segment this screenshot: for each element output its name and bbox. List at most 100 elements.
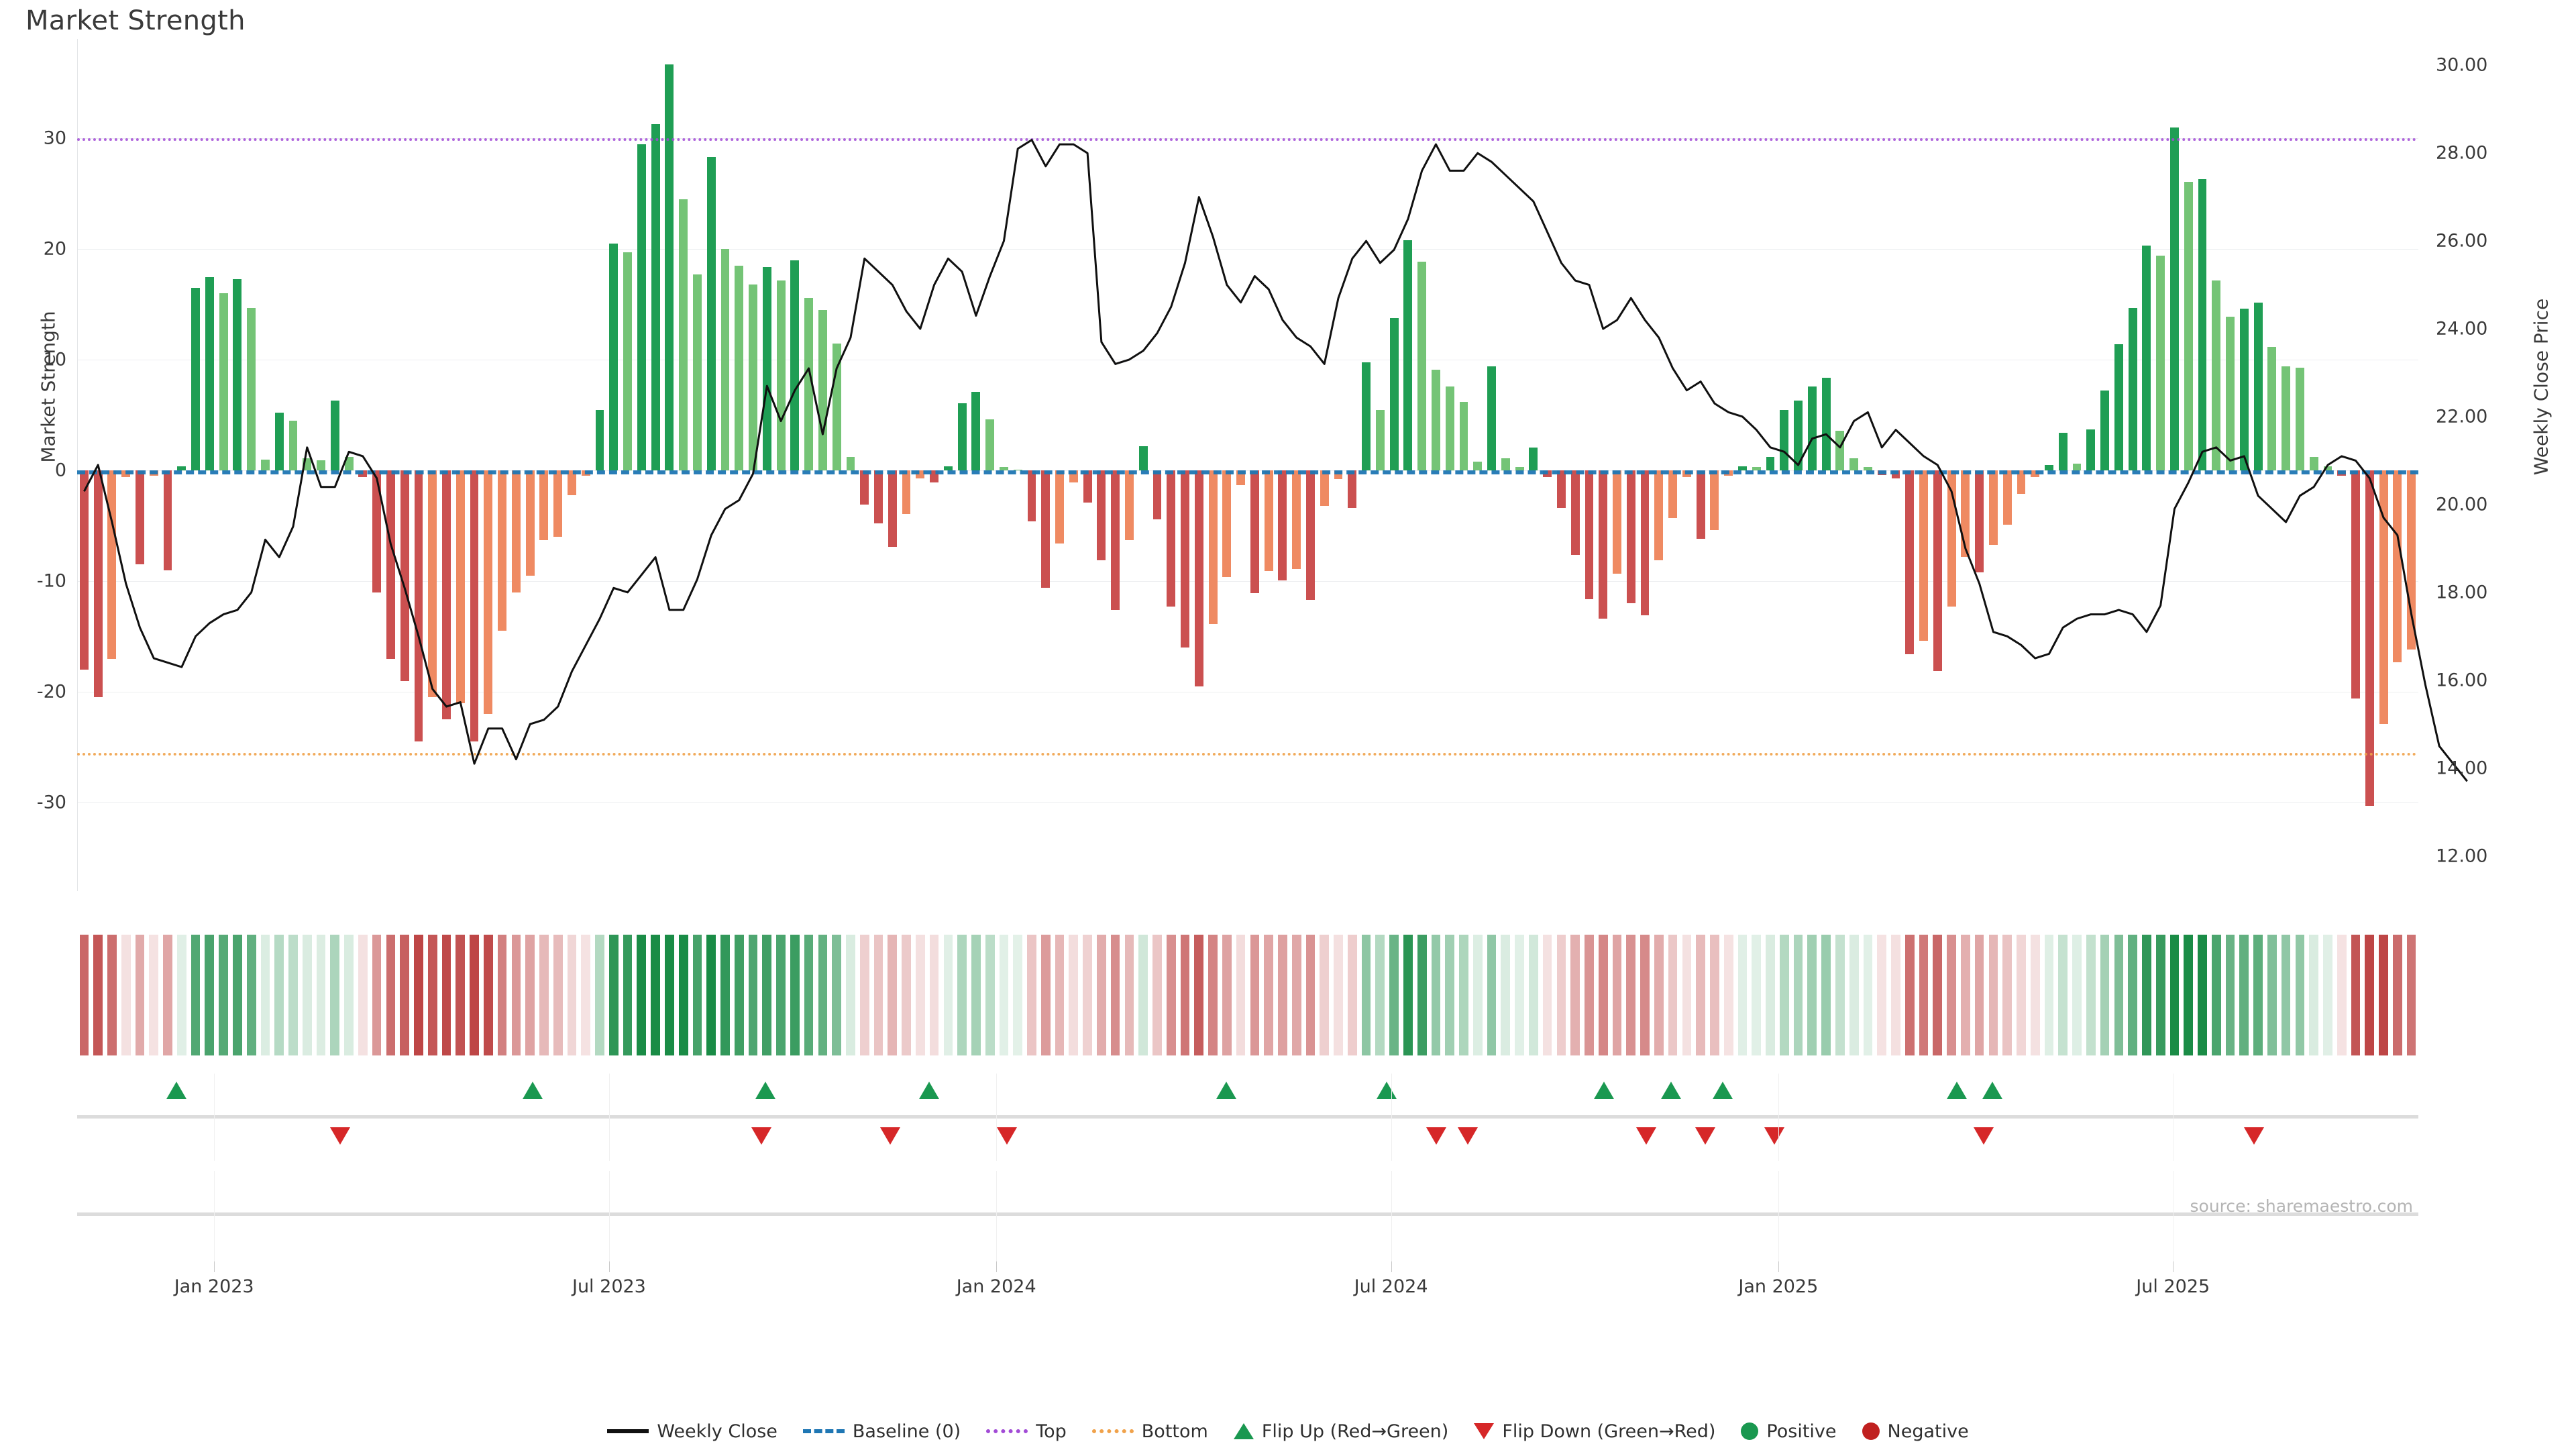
x-gridline	[1778, 1074, 1779, 1161]
x-axis-tick-mark	[1778, 1261, 1779, 1272]
x-gridline	[608, 1171, 610, 1261]
heatmap-cell	[2155, 935, 2165, 1055]
heatmap-cell	[1069, 935, 1079, 1055]
heatmap-cell	[1208, 935, 1218, 1055]
x-axis-tick-label: Jan 2025	[1738, 1276, 1819, 1297]
strength-bar	[79, 470, 89, 670]
gridline	[77, 802, 2418, 804]
x-gridline	[996, 1171, 998, 1261]
strength-bar	[344, 457, 354, 471]
heatmap-cell	[1654, 935, 1664, 1055]
heatmap-cell	[915, 935, 925, 1055]
strength-bar	[790, 260, 800, 471]
strength-bar	[1626, 470, 1635, 604]
heatmap-cell	[372, 935, 382, 1055]
y-axis-right-tick-label: 12.00	[2436, 845, 2488, 867]
flip-up-marker	[1713, 1082, 1733, 1099]
heatmap-cell	[1585, 935, 1594, 1055]
heatmap-cell	[1696, 935, 1705, 1055]
strength-bar	[553, 470, 563, 537]
flip-up-marker	[1660, 1082, 1681, 1099]
strength-bar	[1432, 370, 1440, 471]
heatmap-cell	[1055, 935, 1065, 1055]
flip-up-marker	[1216, 1082, 1236, 1099]
heatmap-cell	[1723, 935, 1733, 1055]
strength-bar	[2309, 457, 2318, 471]
legend-item-7[interactable]: Negative	[1862, 1421, 1969, 1442]
heatmap-cell	[316, 935, 326, 1055]
strength-bar	[400, 470, 409, 681]
heatmap-cell	[1222, 935, 1232, 1055]
y-axis-left-tick-label: -20	[36, 681, 66, 703]
y-axis-right-tick-label: 22.00	[2436, 406, 2488, 427]
heatmap-cell	[1124, 935, 1134, 1055]
x-axis-tick-label: Jul 2025	[2136, 1276, 2210, 1297]
flip-down-icon	[1474, 1423, 1495, 1439]
strength-bar	[957, 403, 967, 471]
strength-bar	[163, 470, 172, 570]
heatmap-cell	[692, 935, 702, 1055]
legend-item-5[interactable]: Flip Down (Green→Red)	[1474, 1421, 1715, 1442]
strength-bar	[1613, 470, 1621, 574]
heatmap-cell	[748, 935, 758, 1055]
heatmap-cell	[344, 935, 354, 1055]
strength-bar	[1208, 470, 1218, 625]
strength-bar	[665, 64, 674, 471]
strength-bar	[2351, 470, 2360, 698]
flip-up-marker	[1594, 1082, 1615, 1099]
strength-bar	[1821, 377, 1831, 471]
legend-item-1[interactable]: Baseline (0)	[802, 1420, 961, 1442]
strength-bar	[1250, 470, 1259, 594]
strength-bar	[136, 470, 144, 565]
heatmap-cell	[846, 935, 855, 1055]
x-axis-tick-mark	[996, 1261, 998, 1272]
flip-markers-panel	[77, 1074, 2418, 1161]
heatmap-cell	[971, 935, 981, 1055]
heatmap-cell	[2351, 935, 2361, 1055]
heatmap-cell	[2058, 935, 2068, 1055]
legend-item-4[interactable]: Flip Up (Red→Green)	[1233, 1421, 1448, 1442]
chart-title: Market Strength	[25, 5, 246, 36]
strength-bar	[749, 284, 757, 471]
strength-bar	[233, 278, 242, 471]
strength-bar	[706, 157, 716, 471]
legend-item-3[interactable]: Bottom	[1091, 1421, 1208, 1442]
strength-bar	[2045, 465, 2053, 471]
strength-bar	[609, 244, 619, 471]
strength-bar	[2282, 366, 2291, 471]
heatmap-cell	[943, 935, 953, 1055]
strength-bar	[1780, 409, 1789, 471]
strength-bar	[1124, 470, 1134, 541]
heatmap-cell	[1431, 935, 1441, 1055]
strength-bar	[679, 199, 688, 471]
heatmap-cell	[1361, 935, 1371, 1055]
legend-item-label: Baseline (0)	[852, 1420, 961, 1442]
legend-item-0[interactable]: Weekly Close	[607, 1421, 777, 1442]
flip-down-marker	[879, 1127, 900, 1145]
y-axis-right-tick-label: 24.00	[2436, 318, 2488, 340]
y-axis-right-tick-label: 18.00	[2436, 582, 2488, 603]
flip-down-marker	[1636, 1127, 1657, 1145]
strength-bar	[888, 470, 897, 548]
legend-item-6[interactable]: Positive	[1741, 1421, 1837, 1442]
heatmap-cell	[818, 935, 828, 1055]
strength-bar	[1640, 470, 1650, 616]
strength-bar	[1947, 470, 1956, 607]
legend-item-2[interactable]: Top	[986, 1421, 1067, 1442]
heatmap-cell	[790, 935, 800, 1055]
strength-bar	[288, 421, 298, 471]
y-axis-left-spine	[77, 39, 78, 891]
heatmap-cell	[567, 935, 577, 1055]
heatmap-cell	[1821, 935, 1831, 1055]
flip-up-icon	[1233, 1423, 1254, 1439]
strength-bar	[2239, 309, 2249, 471]
heatmap-cell	[581, 935, 591, 1055]
strength-bar	[261, 459, 270, 471]
strength-bar	[2198, 179, 2207, 471]
strength-bar	[943, 466, 953, 471]
strength-bar	[1111, 470, 1120, 611]
heatmap-cell	[2030, 935, 2040, 1055]
strength-bar	[1585, 470, 1594, 599]
heatmap-cell	[1807, 935, 1817, 1055]
